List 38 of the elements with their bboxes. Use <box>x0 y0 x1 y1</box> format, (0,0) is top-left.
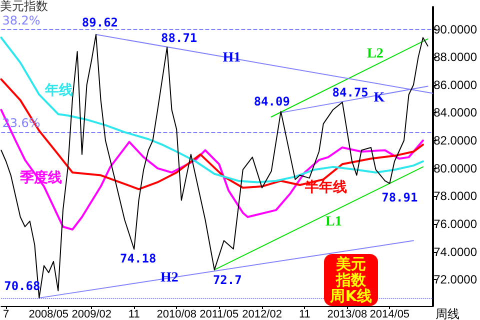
series-label: H1 <box>222 50 241 66</box>
annotation: 72.7 <box>212 272 242 287</box>
y-tick-label: 82.0000 <box>434 134 478 148</box>
y-tick-label: 80.0000 <box>434 161 478 176</box>
x-tick-label: 11 <box>298 308 310 320</box>
x-tick-label: 2013/08 <box>327 308 368 320</box>
x-axis-title: 周线 <box>436 307 460 320</box>
annotation: 84.09 <box>254 94 290 108</box>
line-series <box>0 108 424 231</box>
annotation: 84.75 <box>332 85 368 100</box>
x-tick-label: 2014/05 <box>370 308 410 320</box>
y-tick-label: 78.0000 <box>434 189 478 204</box>
x-tick-label: 11 <box>128 308 140 320</box>
annotation: 89.62 <box>82 16 118 30</box>
y-tick-label: 90.0000 <box>434 22 478 36</box>
annotation: 88.71 <box>161 31 198 46</box>
chart-title: 美元指数 <box>0 0 48 13</box>
y-tick-label: 88.0000 <box>434 50 478 64</box>
series-label: K <box>374 90 385 106</box>
annotation: 74.18 <box>120 251 156 266</box>
annotation: 78.91 <box>382 190 418 204</box>
x-tick-label: 2011/05 <box>200 308 239 320</box>
y-tick-label: 74.0000 <box>434 244 478 259</box>
series-label: 年线 <box>44 82 73 99</box>
y-tick-label: 86.0000 <box>434 78 478 92</box>
series-label: H2 <box>160 270 178 286</box>
series-label: L2 <box>367 46 384 62</box>
series-label: L1 <box>326 214 342 230</box>
y-tick-label: 72.0000 <box>434 272 478 287</box>
x-tick-label: 2010/08 <box>156 308 196 320</box>
y-tick-label: 76.0000 <box>434 216 478 231</box>
y-tick-label: 84.0000 <box>434 106 478 120</box>
x-tick-label: 7 <box>2 308 10 320</box>
annotation: 38.2% <box>2 13 40 28</box>
x-tick-label: 2008/05 <box>28 308 69 320</box>
x-tick-label: 2009/02 <box>72 308 112 320</box>
x-tick-label: 2012/02 <box>242 308 282 320</box>
annotation: 美元指数周K线 <box>324 254 378 306</box>
